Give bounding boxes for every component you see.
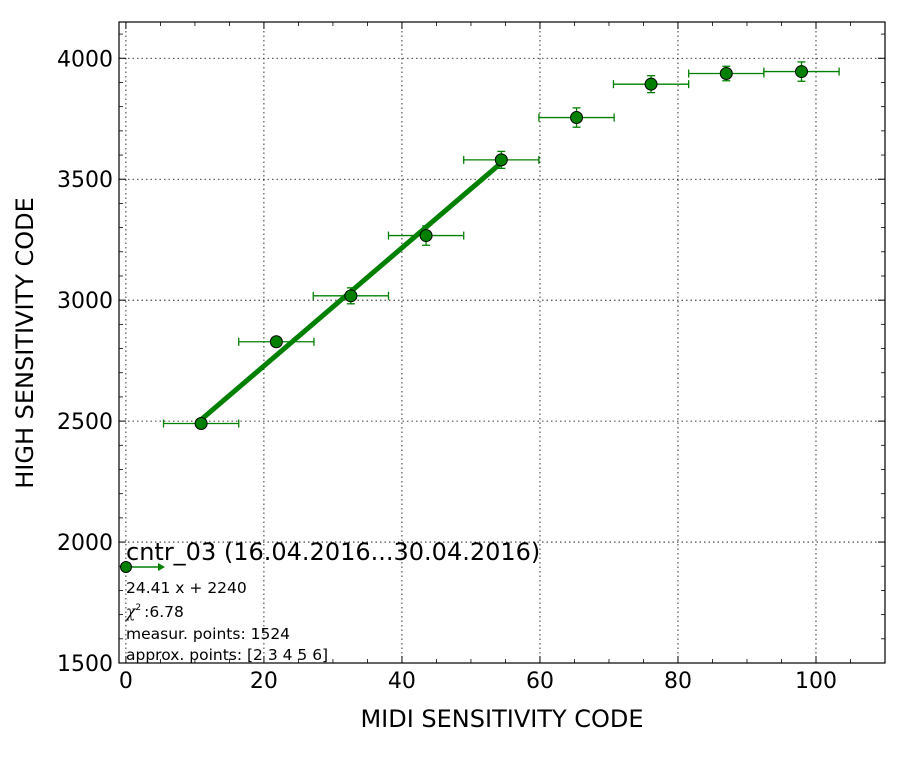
annotation-chi2: χ2:6.78 xyxy=(125,603,184,621)
data-point xyxy=(194,417,208,431)
x-tick-label: 40 xyxy=(388,669,416,694)
x-tick-label: 20 xyxy=(250,669,278,694)
annotation-fit: 24.41 x + 2240 xyxy=(126,579,247,597)
data-point xyxy=(269,335,283,349)
chi-symbol: χ xyxy=(125,603,137,621)
x-axis-label: MIDI SENSITIVITY CODE xyxy=(360,705,643,733)
data-point xyxy=(494,153,508,167)
data-point xyxy=(794,65,808,79)
annotation-approx-points: approx. points: [2 3 4 5 6] xyxy=(126,646,328,664)
data-point xyxy=(570,111,584,125)
x-tick-label: 60 xyxy=(526,669,554,694)
y-tick-label: 4000 xyxy=(57,47,113,72)
y-tick-label: 1500 xyxy=(57,652,113,677)
x-tick-label: 80 xyxy=(664,669,692,694)
data-points xyxy=(194,65,808,431)
plot-background xyxy=(119,22,885,663)
data-point xyxy=(644,77,658,91)
annotation: cntr_03 (16.04.2016...30.04.2016) 24.41 … xyxy=(120,538,540,664)
y-axis-label: HIGH SENSITIVITY CODE xyxy=(11,197,39,489)
annotation-title: cntr_03 (16.04.2016...30.04.2016) xyxy=(126,538,540,566)
x-tick-label: 100 xyxy=(795,669,837,694)
annotation-measur-points: measur. points: 1524 xyxy=(126,625,290,643)
y-tick-label: 3000 xyxy=(57,289,113,314)
chi-superscript: 2 xyxy=(135,603,141,613)
data-point xyxy=(419,229,433,243)
legend-marker-icon xyxy=(120,561,165,573)
plot-frame xyxy=(118,21,886,664)
x-tick-labels: 0 20 40 60 80 100 xyxy=(119,669,837,694)
y-tick-labels: 1500 2000 2500 3000 3500 4000 xyxy=(57,47,113,677)
y-tick-label: 2000 xyxy=(57,531,113,556)
chi2-value: :6.78 xyxy=(144,603,184,621)
y-tick-label: 2500 xyxy=(57,410,113,435)
major-ticks xyxy=(119,22,885,664)
x-tick-label: 0 xyxy=(119,669,133,694)
data-point xyxy=(719,67,733,81)
data-point xyxy=(344,289,358,303)
y-tick-label: 3500 xyxy=(57,168,113,193)
